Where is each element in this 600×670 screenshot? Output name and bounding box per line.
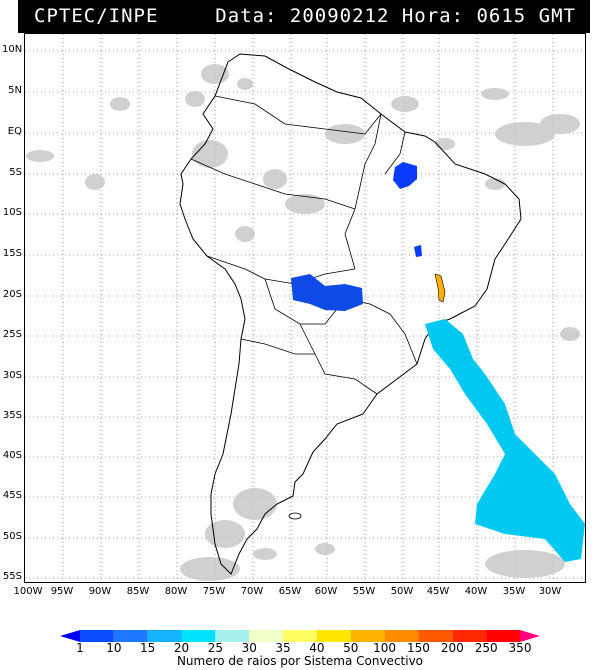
lat-label: 20S — [2, 289, 22, 300]
colorbar-segment — [113, 630, 148, 642]
colorbar-segment — [181, 630, 216, 642]
colorbar-segment — [452, 630, 487, 642]
colorbar-tick-label: 15 — [140, 641, 156, 655]
header-title: CPTEC/INPE — [34, 5, 159, 27]
map-canvas — [25, 34, 585, 582]
colorbar-tick-label: 200 — [440, 641, 464, 655]
colorbar-segment — [350, 630, 385, 642]
header-datetime: Data: 20090212 Hora: 0615 GMT — [215, 5, 576, 27]
colorbar-tick-label: 10 — [106, 641, 122, 655]
convective-system-bahia — [414, 245, 422, 257]
lat-label: 15S — [2, 248, 22, 259]
colorbar-segment — [384, 630, 419, 642]
colorbar-segment — [316, 630, 351, 642]
convective-system-paraguay — [291, 274, 363, 311]
colorbar-tick-label: 30 — [241, 641, 257, 655]
lon-label: 70W — [240, 586, 264, 597]
colorbar-segment — [80, 630, 114, 642]
colorbar-tick-label: 40 — [309, 641, 325, 655]
lat-label: 5S — [9, 167, 22, 178]
lat-label: 25S — [2, 329, 22, 340]
lat-label: 45S — [2, 490, 22, 501]
lon-label: 95W — [50, 586, 74, 597]
falklands-island — [288, 512, 302, 520]
colorbar-segment — [486, 630, 520, 642]
lon-label: 65W — [278, 586, 302, 597]
convective-systems — [291, 162, 585, 562]
lon-label: 90W — [88, 586, 112, 597]
lat-label: 50S — [2, 531, 22, 542]
lat-label: EQ — [7, 126, 22, 137]
colorbar-segment — [418, 630, 453, 642]
lon-label: 100W — [13, 586, 43, 597]
colorbar-segment — [249, 630, 284, 642]
colorbar — [60, 630, 540, 642]
colorbar-tick-label: 150 — [407, 641, 430, 655]
lon-label: 55W — [352, 586, 376, 597]
lon-label: 40W — [464, 586, 488, 597]
lon-label: 85W — [126, 586, 150, 597]
colorbar-tick-label: 100 — [373, 641, 397, 655]
colorbar-tick-label: 25 — [207, 641, 224, 655]
map-frame — [24, 33, 586, 583]
colorbar-segments — [80, 630, 520, 642]
lat-label: 35S — [2, 410, 22, 421]
continent-outline — [179, 53, 522, 575]
country-borders — [190, 95, 418, 395]
lon-label: 45W — [426, 586, 450, 597]
lat-label: 10S — [2, 207, 22, 218]
colorbar-segment — [283, 630, 317, 642]
colorbar-arrow-left — [60, 630, 80, 642]
colorbar-tick-label: 350 — [508, 641, 532, 655]
colorbar-tick-label: 250 — [474, 641, 498, 655]
colorbar-caption: Numero de raios por Sistema Convectivo — [176, 654, 424, 668]
lon-label: 50W — [390, 586, 414, 597]
lon-label: 30W — [538, 586, 562, 597]
convective-system-atlantic — [425, 319, 585, 562]
lat-label: 55S — [2, 571, 22, 582]
lat-label: 30S — [2, 370, 22, 381]
colorbar-segment — [215, 630, 250, 642]
lon-label: 60W — [314, 586, 338, 597]
lon-label: 75W — [202, 586, 226, 597]
lat-label: 40S — [2, 450, 22, 461]
lon-label: 35W — [502, 586, 526, 597]
map-header: CPTEC/INPE Data: 20090212 Hora: 0615 GMT — [18, 0, 590, 33]
lat-label: 10N — [2, 44, 23, 55]
colorbar-tick-label: 20 — [173, 641, 190, 655]
lat-label: 5N — [8, 85, 22, 96]
convective-system-minas — [434, 273, 446, 303]
colorbar-arrow-right — [520, 630, 540, 642]
colorbar-tick-label: 1 — [76, 641, 84, 655]
convective-system-para — [393, 162, 417, 189]
lon-label: 80W — [164, 586, 188, 597]
colorbar-tick-label: 35 — [275, 641, 291, 655]
colorbar-segment — [147, 630, 182, 642]
colorbar-tick-label: 50 — [343, 641, 359, 655]
cloud-cover — [26, 64, 580, 581]
